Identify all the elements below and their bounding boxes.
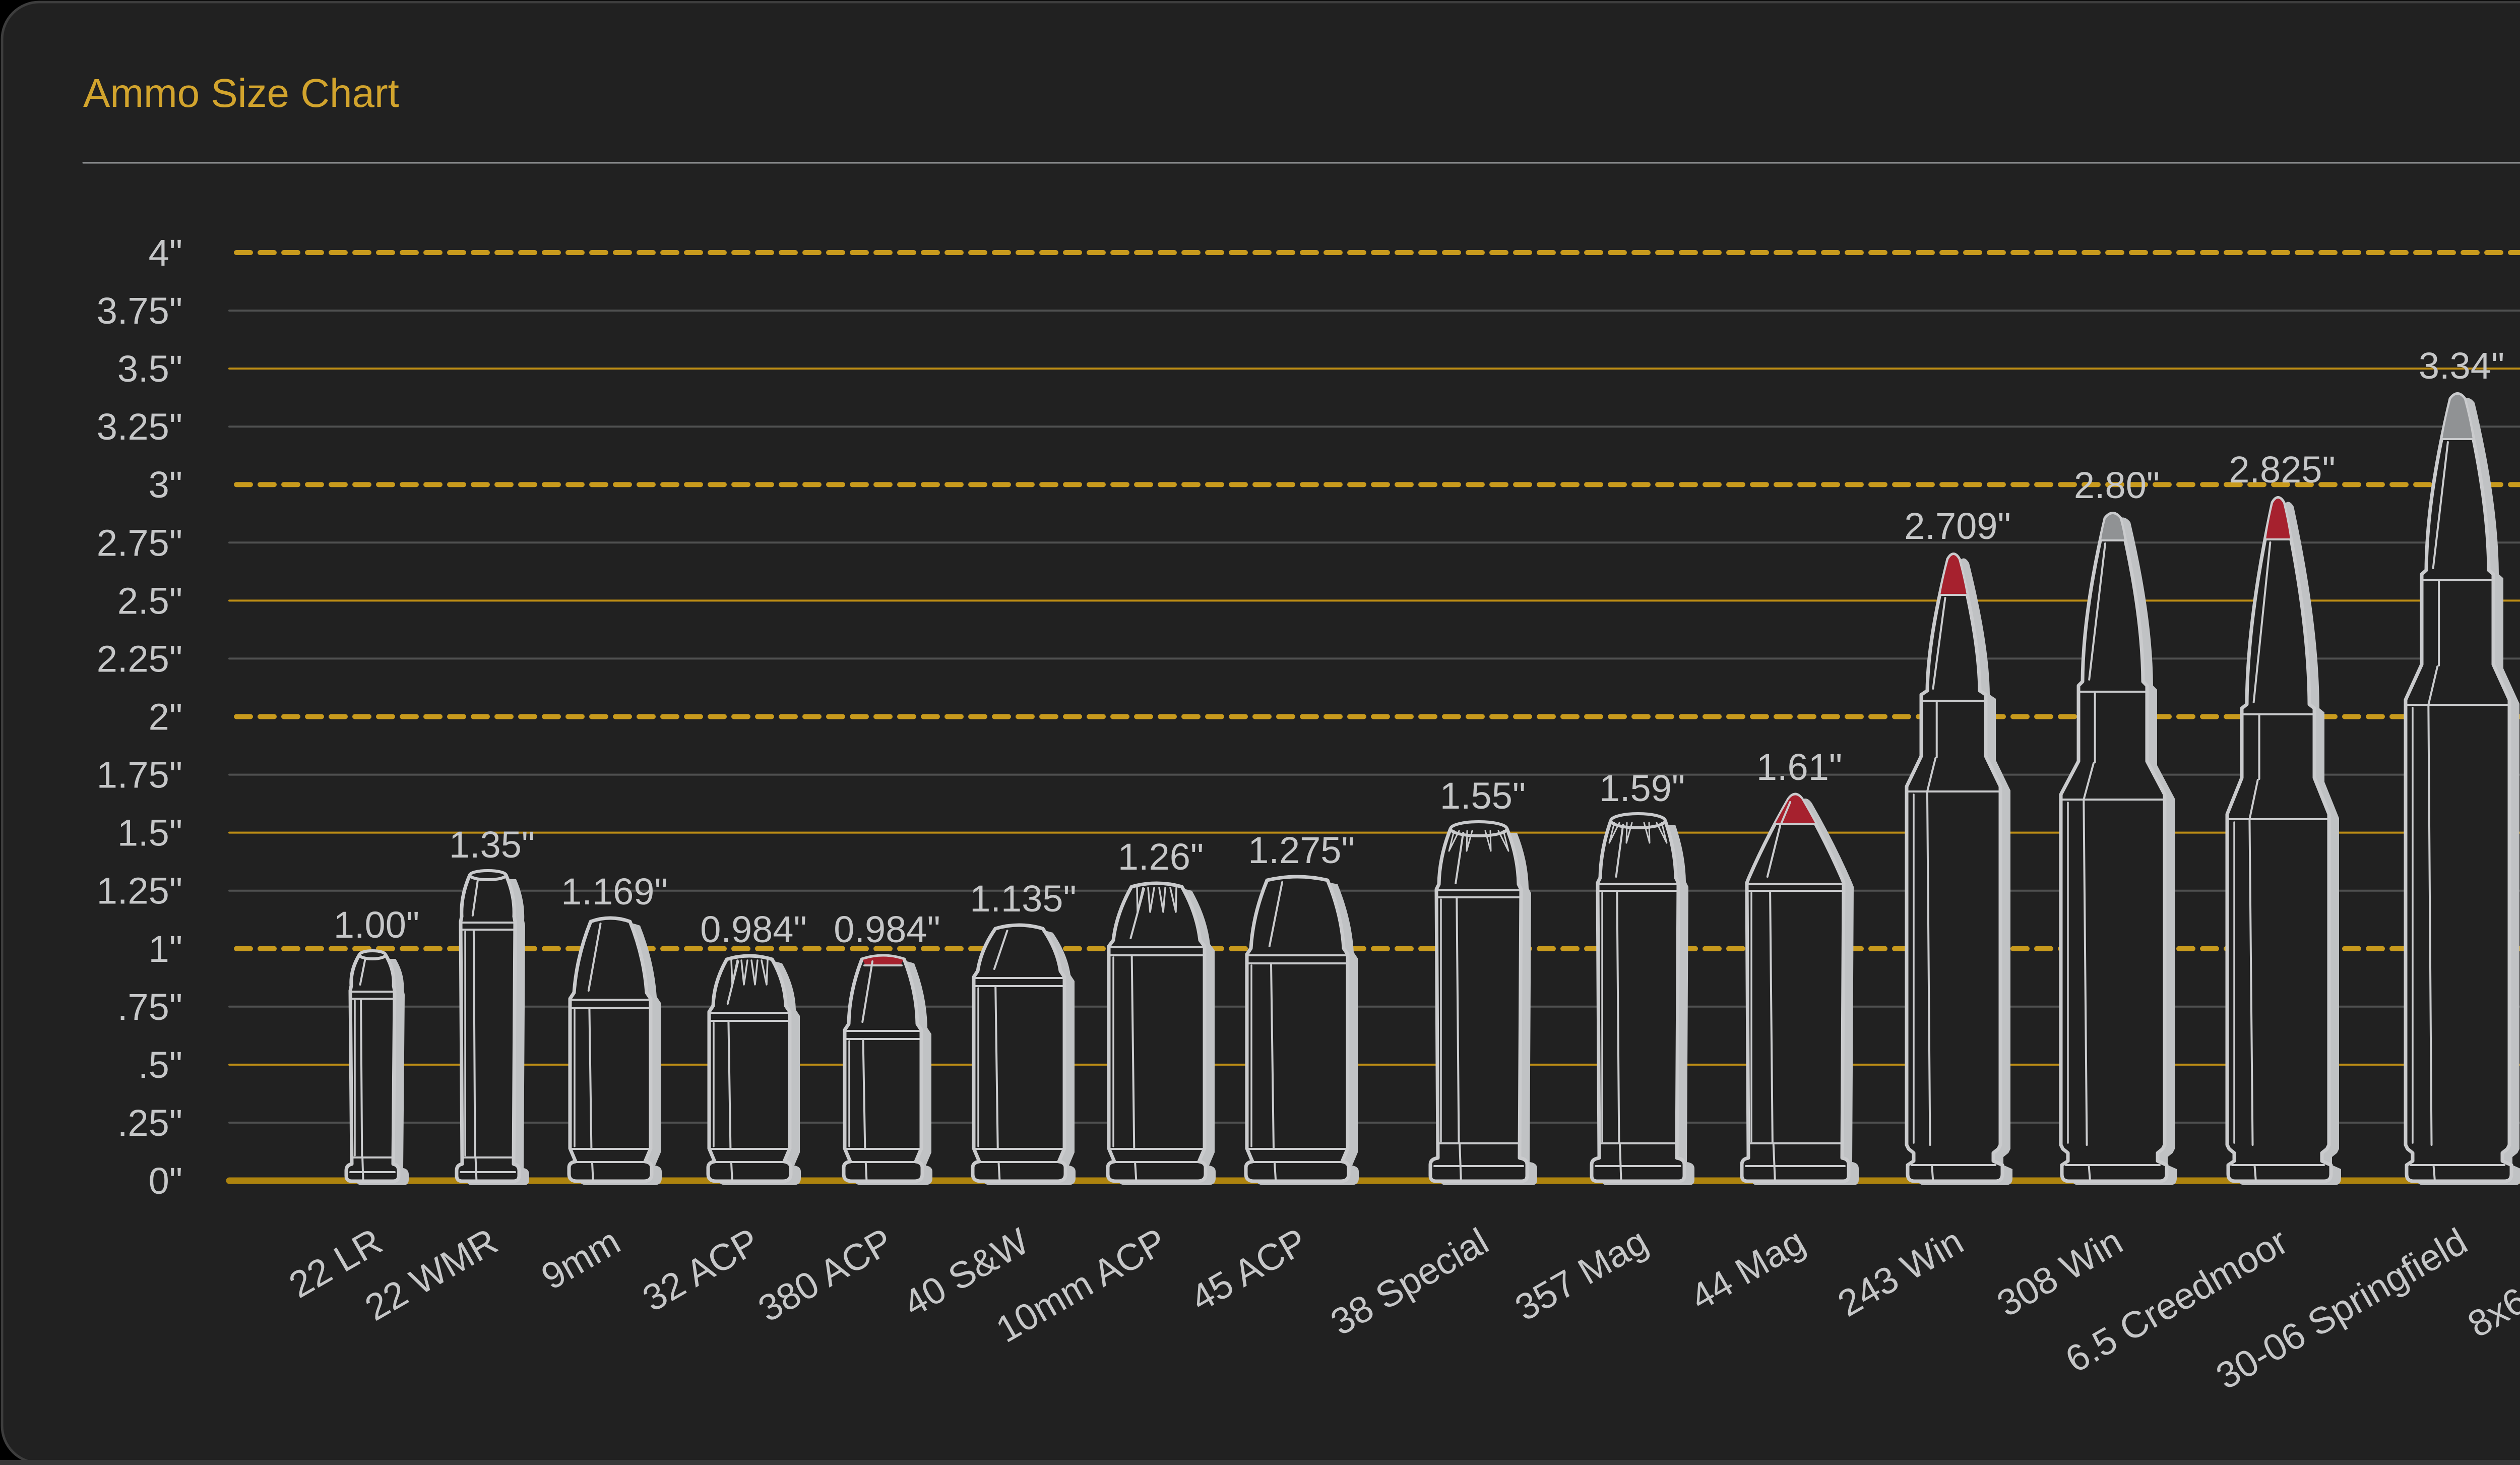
svg-text:.25": .25" bbox=[117, 1102, 182, 1144]
svg-text:1.169": 1.169" bbox=[561, 871, 667, 912]
svg-text:.75": .75" bbox=[117, 986, 182, 1028]
svg-text:3.75": 3.75" bbox=[97, 290, 182, 332]
svg-text:0.984": 0.984" bbox=[700, 908, 806, 950]
svg-text:1.135": 1.135" bbox=[970, 878, 1076, 920]
svg-text:2.5": 2.5" bbox=[117, 580, 182, 622]
svg-text:3.25": 3.25" bbox=[97, 406, 182, 448]
svg-text:3.5": 3.5" bbox=[117, 348, 182, 390]
svg-text:1.26": 1.26" bbox=[1118, 836, 1204, 878]
svg-text:1.25": 1.25" bbox=[97, 870, 182, 912]
svg-text:2.80": 2.80" bbox=[2074, 464, 2160, 506]
svg-text:1.275": 1.275" bbox=[1248, 829, 1354, 871]
svg-text:1.00": 1.00" bbox=[334, 904, 419, 946]
svg-text:2.75": 2.75" bbox=[97, 522, 182, 564]
svg-text:3.34": 3.34" bbox=[2419, 345, 2504, 387]
svg-text:Ammo Size Chart: Ammo Size Chart bbox=[83, 71, 399, 115]
svg-text:1.55": 1.55" bbox=[1440, 775, 1526, 817]
svg-text:0.984": 0.984" bbox=[834, 908, 940, 950]
svg-text:0": 0" bbox=[149, 1160, 182, 1202]
svg-text:3": 3" bbox=[149, 464, 182, 506]
svg-text:2.25": 2.25" bbox=[97, 638, 182, 680]
svg-text:1": 1" bbox=[149, 928, 182, 970]
svg-text:1.35": 1.35" bbox=[449, 824, 535, 866]
svg-text:1.5": 1.5" bbox=[117, 812, 182, 854]
svg-text:2.709": 2.709" bbox=[1904, 505, 2010, 547]
svg-text:1.61": 1.61" bbox=[1756, 746, 1842, 788]
svg-text:.5": .5" bbox=[138, 1044, 182, 1086]
svg-text:2": 2" bbox=[149, 696, 182, 738]
svg-text:4": 4" bbox=[149, 232, 182, 274]
svg-text:1.59": 1.59" bbox=[1599, 767, 1685, 809]
svg-text:2.825": 2.825" bbox=[2229, 449, 2335, 491]
svg-text:1.75": 1.75" bbox=[97, 754, 182, 796]
